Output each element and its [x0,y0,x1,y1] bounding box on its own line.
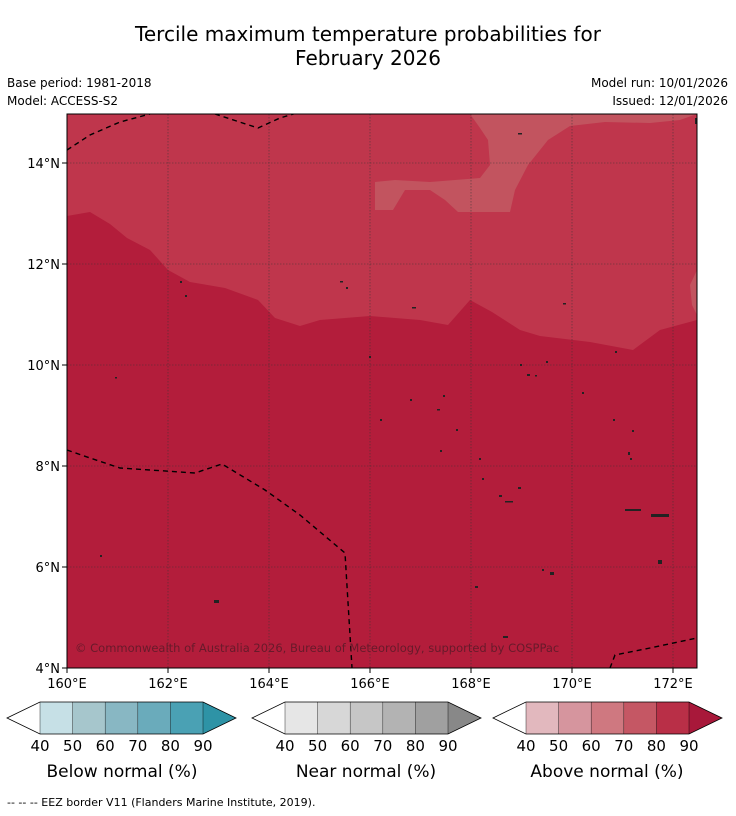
colorbar-label-above: Above normal (%) [530,762,684,782]
colorbar-segment [623,702,657,734]
colorbar-segment [526,702,559,734]
map-area [67,114,697,668]
above-70-80-region [67,114,697,350]
colorbar-high-arrow [448,702,481,734]
colorbar-low-arrow [7,702,40,734]
lon-tick-label: 162°E [148,677,188,692]
colorbar-segment [558,702,592,734]
map-frame [66,113,698,669]
colorbars: 40 50 60 70 80 90 40 50 60 70 80 90 40 50 60 70 80 90 [6,701,723,755]
colorbar-tick-label: 90 [193,737,212,755]
colorbar-segment [285,702,318,734]
colorbar-high-arrow [203,702,236,734]
colorbar-tick-label: 80 [161,737,180,755]
colorbar-tick-label: 90 [438,737,457,755]
lon-tick-label: 168°E [451,677,491,692]
title-line-1: Tercile maximum temperature probabilitie… [135,22,601,46]
copyright-text: © Commonwealth of Australia 2026, Bureau… [75,641,559,655]
colorbar-tick-label: 60 [582,737,601,755]
lon-ticks: 160°E 162°E 164°E 166°E 168°E 170°E 172°E [47,668,693,692]
lat-tick-label: 14°N [27,157,60,172]
colorbar-segment [591,702,624,734]
lat-tick-label: 6°N [36,561,61,576]
lon-tick-label: 160°E [47,677,87,692]
colorbar-segment [170,702,203,734]
colorbar-tick-label: 50 [63,737,82,755]
colorbar-tick-label: 60 [341,737,360,755]
above-60-70-region [375,114,697,212]
lat-tick-label: 8°N [36,460,61,475]
issued-date: Issued: 12/01/2026 [612,94,728,108]
lon-tick-label: 170°E [552,677,592,692]
colorbar-high-arrow [689,702,722,734]
colorbar-segment [317,702,351,734]
map-title: Tercile maximum temperature probabilitie… [0,22,736,70]
colorbar-tick-label: 40 [30,737,49,755]
above-60-70-east-patch [690,270,697,315]
colorbar-tick-label: 70 [373,737,392,755]
colorbar-tick-label: 50 [308,737,327,755]
colorbar-tick-label: 70 [128,737,147,755]
colorbar-tick-label: 40 [275,737,294,755]
lon-tick-label: 166°E [350,677,390,692]
model-run: Model run: 10/01/2026 [590,76,728,90]
base-period: Base period: 1981-2018 [7,76,152,90]
colorbar-tick-label: 80 [406,737,425,755]
grid-lines [67,114,697,668]
colorbar-segment [137,702,171,734]
colorbar-segment [105,702,138,734]
colorbar-near: 40 50 60 70 80 90 [251,701,482,755]
model-name: Model: ACCESS-S2 [7,94,119,108]
lon-tick-label: 172°E [653,677,693,692]
colorbar-low-arrow [493,702,526,734]
lon-tick-label: 164°E [249,677,289,692]
lat-tick-label: 4°N [36,662,61,677]
colorbar-segment [72,702,106,734]
colorbar-label-below: Below normal (%) [46,762,198,782]
islands [100,118,697,638]
colorbar-segment [415,702,448,734]
colorbar-tick-label: 60 [96,737,115,755]
colorbar-low-arrow [252,702,285,734]
colorbar-below: 40 50 60 70 80 90 [6,701,237,755]
lat-tick-label: 12°N [27,258,60,273]
colorbar-segment [350,702,383,734]
eez-legend-note: -- -- -- EEZ border V11 (Flanders Marine… [7,796,316,809]
colorbar-tick-label: 40 [516,737,535,755]
lat-tick-label: 10°N [27,359,60,374]
meta-right: Model run: 10/01/2026 Issued: 12/01/2026 [591,74,728,110]
eez-borders [67,114,697,668]
colorbar-segment [382,702,416,734]
title-line-2: February 2026 [295,46,441,70]
colorbar-label-near: Near normal (%) [295,762,437,782]
colorbar-tick-label: 70 [614,737,633,755]
colorbar-segment [40,702,73,734]
lat-ticks: 14°N 12°N 10°N 8°N 6°N 4°N [27,157,67,677]
colorbar-tick-label: 80 [647,737,666,755]
colorbar-segment [656,702,689,734]
colorbar-above: 40 50 60 70 80 90 [492,701,723,755]
colorbar-tick-label: 90 [679,737,698,755]
meta-left: Base period: 1981-2018 Model: ACCESS-S2 [7,74,152,110]
colorbar-tick-label: 50 [549,737,568,755]
